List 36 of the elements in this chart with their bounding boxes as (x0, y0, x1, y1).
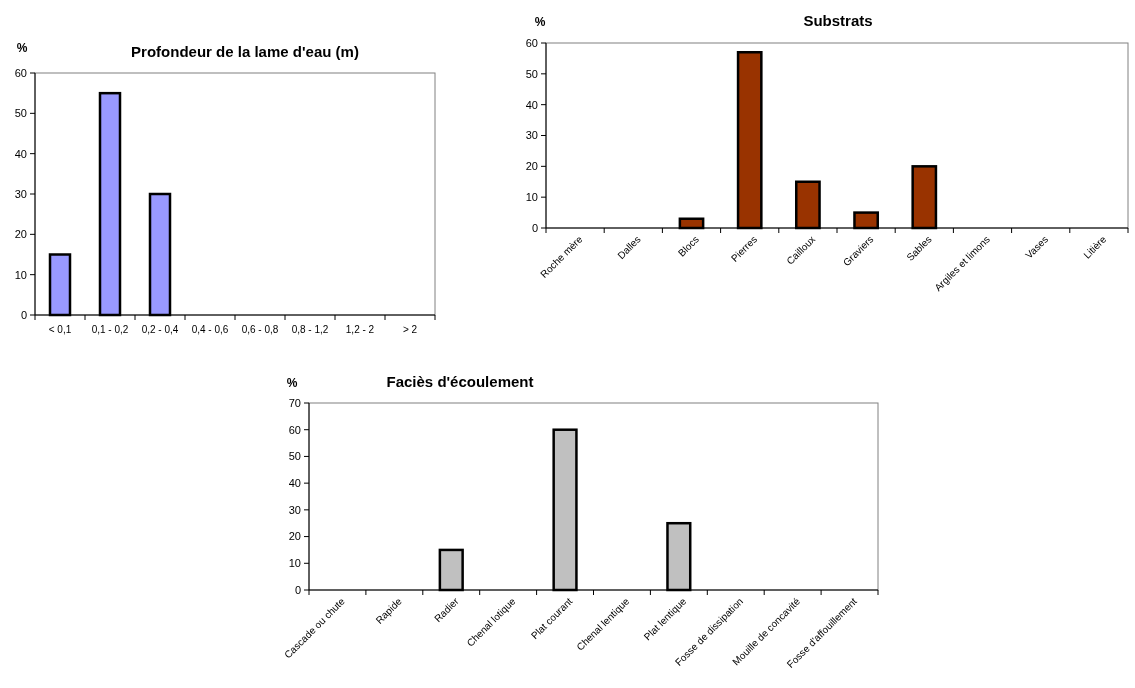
y-axis-title: % (286, 376, 298, 390)
x-tick-label: 0,6 - 0,8 (241, 324, 279, 335)
x-tick-label: 0,2 - 0,4 (141, 324, 179, 335)
x-tick-label: 0,1 - 0,2 (91, 324, 129, 335)
y-tick-label: 0 (20, 308, 27, 321)
chart-title: Faciès d'écoulement (386, 373, 534, 390)
y-tick-label: 30 (288, 503, 301, 516)
y-tick-label: 10 (14, 268, 27, 281)
y-tick-label: 30 (525, 129, 538, 142)
y-tick-label: 40 (525, 98, 538, 111)
y-tick-label: 50 (14, 107, 27, 120)
y-axis-title: % (534, 15, 546, 29)
chart-title: Profondeur de la lame d'eau (m) (131, 43, 359, 60)
y-tick-label: 60 (14, 66, 27, 79)
y-tick-label: 20 (288, 530, 301, 543)
y-tick-label: 10 (525, 191, 538, 204)
x-tick-label: > 2 (402, 324, 418, 335)
x-tick-label: 1,2 - 2 (345, 324, 375, 335)
y-axis-title: % (16, 41, 28, 55)
y-tick-label: 0 (294, 583, 301, 596)
y-tick-label: 60 (525, 36, 538, 49)
chart-title: Substrats (803, 12, 873, 29)
y-tick-label: 50 (288, 450, 301, 463)
y-tick-label: 20 (14, 228, 27, 241)
x-tick-label: 0,4 - 0,6 (191, 324, 229, 335)
y-tick-label: 60 (288, 423, 301, 436)
y-tick-label: 20 (525, 160, 538, 173)
y-tick-label: 40 (288, 476, 301, 489)
y-tick-label: 40 (14, 147, 27, 160)
y-tick-label: 30 (14, 187, 27, 200)
y-tick-label: 0 (531, 221, 538, 234)
y-tick-label: 50 (525, 67, 538, 80)
y-tick-label: 10 (288, 557, 301, 570)
x-tick-label: < 0,1 (48, 324, 72, 335)
y-tick-label: 70 (288, 396, 301, 409)
x-tick-label: 0,8 - 1,2 (291, 324, 329, 335)
